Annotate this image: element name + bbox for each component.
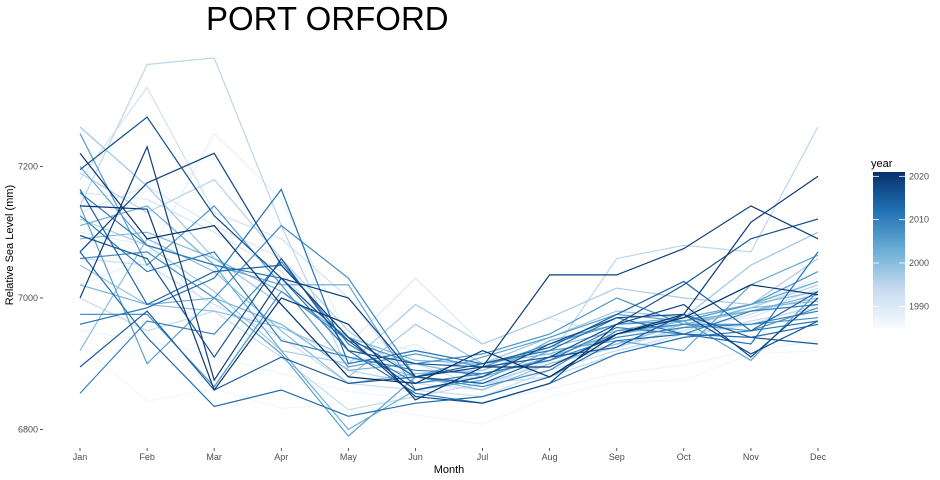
series-line-1986 xyxy=(79,343,819,425)
series-line-2017 xyxy=(79,116,819,391)
x-tick-label: Aug xyxy=(542,452,558,462)
x-tick-label: Sep xyxy=(609,452,625,462)
x-tick-label: Nov xyxy=(743,452,760,462)
series-line-2014 xyxy=(79,189,819,378)
series-line-2016 xyxy=(79,218,819,368)
y-tick-label: 7200 xyxy=(18,161,38,171)
x-tick-label: Feb xyxy=(139,452,155,462)
series-line-2012 xyxy=(79,188,819,365)
x-tick-label: Jul xyxy=(477,452,489,462)
series-line-2018 xyxy=(79,152,819,404)
legend-colorbar xyxy=(873,172,905,328)
series-line-2021 xyxy=(79,152,819,385)
series-line-2004 xyxy=(79,166,819,391)
legend-title: year xyxy=(871,158,893,170)
x-axis-title: Month xyxy=(434,464,465,476)
y-axis-title: Relative Sea Level (mm) xyxy=(4,185,16,305)
x-tick-label: Mar xyxy=(206,452,222,462)
series-line-2008 xyxy=(79,224,819,388)
legend-ticks: 1990 2000 2010 2020 xyxy=(873,171,929,311)
y-tick-label: 6800 xyxy=(18,424,38,434)
series-line-1990 xyxy=(79,185,819,345)
legend: year 1990 2000 2010 2020 xyxy=(871,158,929,328)
series-line-2013 xyxy=(79,251,819,417)
series-line-2007 xyxy=(80,290,819,388)
series-lines xyxy=(79,57,819,437)
y-axis: 6800 7000 7200 xyxy=(18,161,43,434)
x-tick-label: Apr xyxy=(274,452,288,462)
y-tick-label: 7000 xyxy=(18,293,38,303)
series-line-1987 xyxy=(79,330,819,403)
x-axis: Jan Feb Mar Apr May Jun Jul Aug Sep Oct Nov Dec xyxy=(73,448,827,462)
x-tick-label: Jun xyxy=(408,452,423,462)
series-line-1998 xyxy=(79,126,819,378)
series-line-1993 xyxy=(79,257,819,398)
legend-tick-label: 2000 xyxy=(909,258,929,268)
series-line-1988 xyxy=(79,132,819,378)
legend-tick-label: 1990 xyxy=(909,301,929,311)
x-tick-label: May xyxy=(340,452,358,462)
x-tick-label: Oct xyxy=(677,452,692,462)
chart-title: PORT ORFORD xyxy=(206,0,449,37)
series-line-2009 xyxy=(79,260,819,394)
series-line-2019 xyxy=(79,144,819,382)
legend-tick-label: 2010 xyxy=(909,215,929,225)
x-tick-label: Jan xyxy=(73,452,88,462)
series-line-2020 xyxy=(79,175,819,401)
series-line-2015 xyxy=(79,310,819,391)
legend-tick-label: 2020 xyxy=(909,171,929,181)
series-line-1996 xyxy=(79,172,819,385)
x-tick-label: Dec xyxy=(810,452,827,462)
